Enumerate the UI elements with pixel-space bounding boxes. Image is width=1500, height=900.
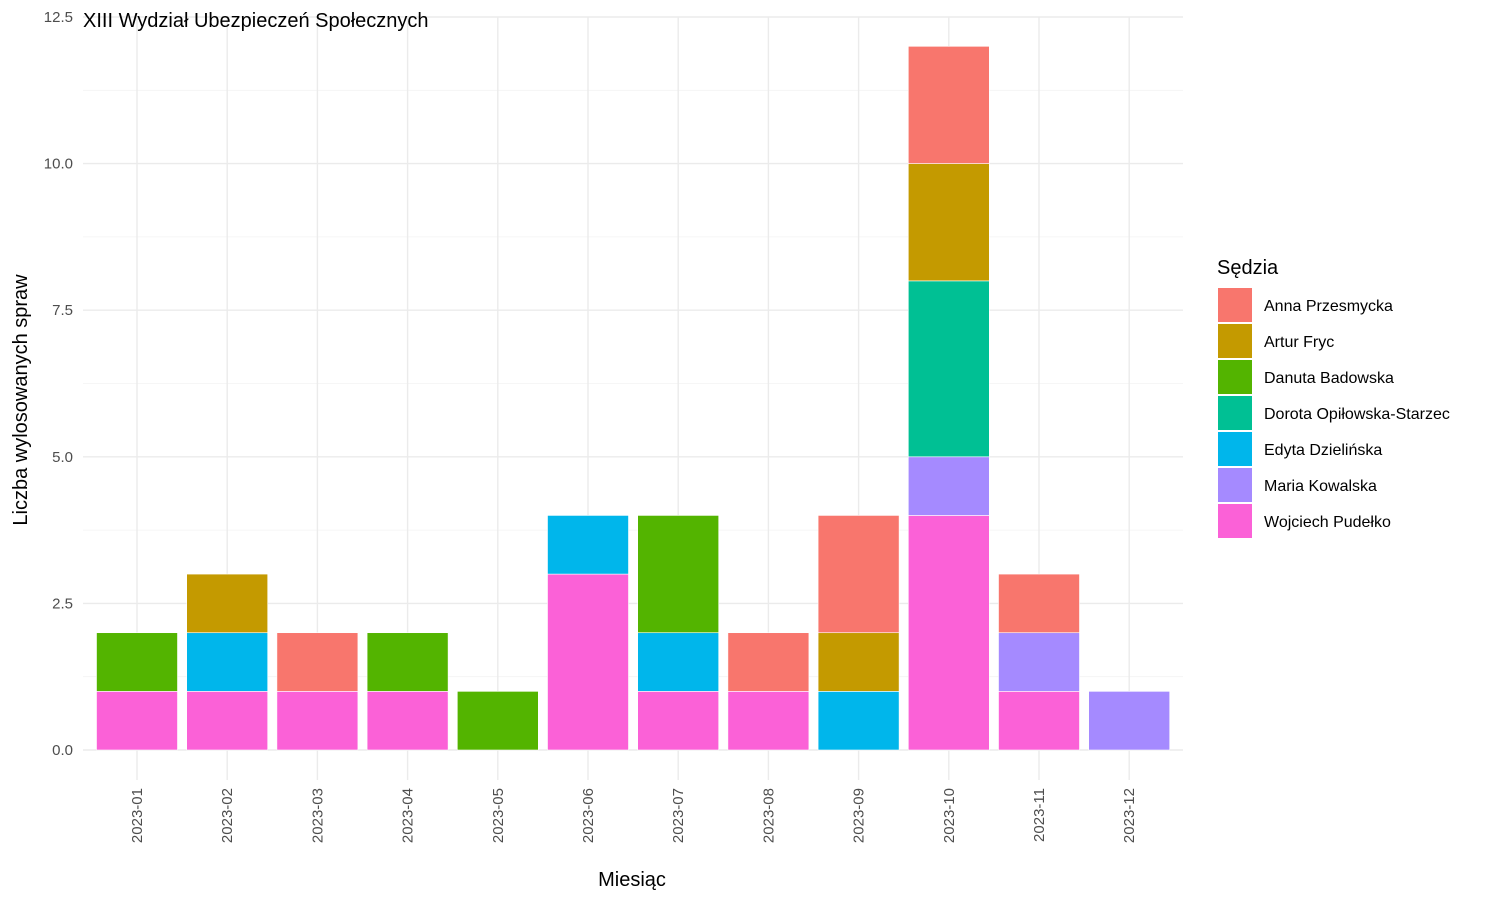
y-tick-label: 0.0 [52, 742, 73, 759]
x-tick-label: 2023-10 [941, 788, 958, 843]
bar-segment [547, 515, 629, 575]
x-tick-label: 2023-01 [129, 788, 146, 843]
bar-segment [186, 573, 268, 634]
y-tick-label: 2.5 [52, 595, 73, 612]
x-tick-label: 2023-06 [580, 788, 597, 843]
legend-title: Sędzia [1217, 257, 1279, 279]
x-axis-title: Miesiąc [598, 869, 666, 891]
legend-swatch [1218, 288, 1252, 322]
legend-swatch [1218, 396, 1252, 430]
legend-label: Danuta Badowska [1264, 370, 1394, 387]
bar-segment [186, 632, 268, 692]
bar-segment [907, 46, 990, 164]
legend-label: Dorota Opiłowska-Starzec [1264, 406, 1450, 423]
legend-swatch [1218, 468, 1252, 502]
bar-segment [817, 515, 900, 634]
x-tick-label: 2023-04 [400, 788, 417, 843]
y-tick-label: 10.0 [44, 156, 73, 173]
legend-label: Edyta Dzielińska [1264, 442, 1382, 459]
bars [96, 46, 1170, 751]
x-tick-label: 2023-09 [851, 788, 868, 843]
x-axis-ticks: 2023-01 2023-02 2023-03 2023-04 2023-05 2023-… [129, 788, 1138, 843]
bar-segment [366, 691, 449, 751]
legend-label: Artur Fryc [1264, 334, 1334, 351]
bar-segment [907, 456, 990, 516]
y-tick-label: 5.0 [52, 449, 73, 466]
bar-segment [817, 691, 900, 751]
bar-segment [547, 573, 629, 751]
legend-swatch [1218, 504, 1252, 538]
bar-segment [637, 691, 720, 751]
bar-segment [96, 632, 178, 692]
x-tick-label: 2023-02 [219, 788, 236, 843]
bar-segment [276, 632, 359, 692]
bar-segment [998, 691, 1080, 751]
bar-segment [1088, 691, 1170, 751]
bar-segment [186, 691, 268, 751]
x-tick-label: 2023-07 [670, 788, 687, 843]
bar-segment [998, 573, 1080, 634]
bar-segment [727, 691, 810, 751]
bar-segment [998, 632, 1080, 692]
bar-segment [907, 280, 990, 458]
chart-title: XIII Wydział Ubezpieczeń Społecznych [83, 10, 429, 32]
bar-segment [907, 163, 990, 282]
legend-label: Wojciech Pudełko [1264, 514, 1391, 531]
bar-segment [637, 515, 720, 634]
bar-segment [817, 632, 900, 692]
x-tick-label: 2023-12 [1121, 788, 1138, 843]
legend-label: Maria Kowalska [1264, 478, 1377, 495]
y-tick-label: 12.5 [44, 9, 73, 26]
legend: Sędzia Anna Przesmycka Artur Fryc Danuta B… [1217, 257, 1450, 538]
y-axis-title: Liczba wylosowanych spraw [10, 274, 32, 526]
bar-segment [456, 691, 539, 751]
bar-segment [727, 632, 810, 692]
legend-swatch [1218, 324, 1252, 358]
x-tick-label: 2023-08 [760, 788, 777, 843]
bar-segment [366, 632, 449, 692]
legend-swatch [1218, 360, 1252, 394]
y-tick-label: 7.5 [52, 302, 73, 319]
y-axis-ticks: 0.0 2.5 5.0 7.5 10.0 12.5 [44, 9, 73, 759]
bar-segment [637, 632, 720, 692]
bar-segment [96, 691, 178, 751]
legend-label: Anna Przesmycka [1264, 298, 1393, 315]
x-tick-label: 2023-11 [1031, 788, 1048, 842]
x-tick-label: 2023-03 [309, 788, 326, 843]
legend-swatch [1218, 432, 1252, 466]
x-tick-label: 2023-05 [490, 788, 507, 843]
bar-segment [907, 515, 990, 751]
bar-segment [276, 691, 359, 751]
